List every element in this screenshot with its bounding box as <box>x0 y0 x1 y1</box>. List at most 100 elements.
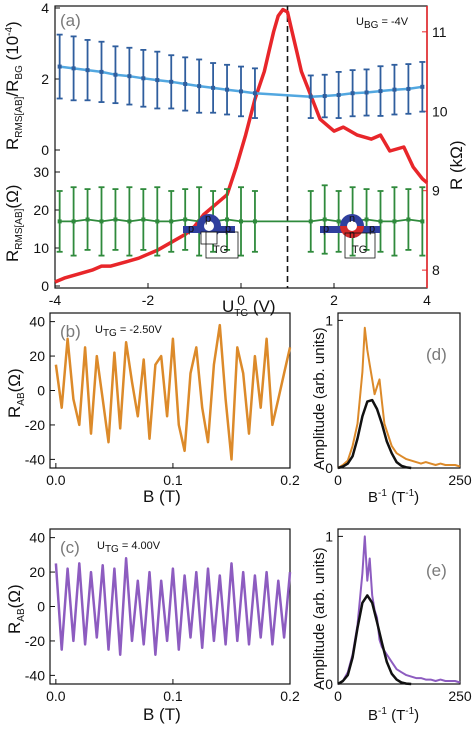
b-content-xtick-label-0: 0.0 <box>46 472 66 488</box>
a-green-point <box>322 217 327 222</box>
a-green-point <box>85 217 90 222</box>
c-content-ytick-label-0: 40 <box>29 530 45 546</box>
panel-a-upper-ylabel: RRMS[AB]/RBG (10-4) <box>3 21 25 150</box>
panel-a-tag: (a) <box>60 11 81 30</box>
b-content-ytick-label-1: 20 <box>29 348 45 364</box>
a-green-line <box>59 218 423 223</box>
panel-a-lower-ylabel: RRMS[AB](Ω) <box>3 185 25 262</box>
a-blue-point <box>197 84 202 89</box>
a-green-point <box>378 219 383 224</box>
a-blue-point <box>127 74 132 79</box>
a-lower-ytick-label-2: 20 <box>33 202 49 218</box>
a-blue-point <box>85 68 90 73</box>
panel-a-plot: -4 -2 0 2 4 0 2 4 0 10 20 30 8 9 10 11 <box>33 0 447 308</box>
a-blue-point <box>322 94 327 99</box>
a-blue-point <box>239 89 243 94</box>
b-content-ytick-label-0: 40 <box>29 314 45 330</box>
a-right-ytick-label-0: 8 <box>432 262 440 278</box>
c-content-xtick-label-2: 0.2 <box>280 688 300 704</box>
a-green-point <box>364 217 369 222</box>
c-content-xtick-label-0: 0.0 <box>46 688 66 704</box>
a-blue-point <box>141 76 146 81</box>
panel-e-frame <box>337 528 461 685</box>
panel-d: 0 250 0 1 (d) Amplitude (arb. units) B-1 (T… <box>311 312 472 506</box>
inset-pnp-gatebox <box>344 232 376 259</box>
inset-ppp-hole <box>204 221 214 231</box>
inset-pnp-label-tg: TG <box>352 244 367 256</box>
panel-b: 0.0 0.1 0.2 40 20 0 -20 -40 (b) UTG = -2.50V B … <box>5 312 300 506</box>
a-blue-point <box>183 81 188 86</box>
panel-c-annotation: UTG = 4.00V <box>97 540 161 555</box>
a-blue-point <box>308 94 313 99</box>
e-content-ytick-label-1: 1 <box>325 528 333 544</box>
a-green-point <box>127 219 132 224</box>
a-blue-point <box>252 91 257 96</box>
panel-b-xlabel: B (T) <box>143 487 181 506</box>
panel-d-tag: (d) <box>426 345 447 364</box>
d-content-fit-line <box>337 398 412 470</box>
panel-d-plot: 0 250 0 1 <box>325 312 472 488</box>
a-green-point <box>239 219 243 224</box>
panel-a-right-ylabel: R (kΩ) <box>447 140 466 190</box>
a-blue-point <box>225 87 230 92</box>
inset-ppp-label-left: p <box>188 223 194 235</box>
a-blue-point <box>57 64 62 69</box>
panel-c-xlabel: B (T) <box>143 705 181 724</box>
a-blue-point <box>155 78 160 83</box>
panel-a: -4 -2 0 2 4 0 2 4 0 10 20 30 8 9 10 11 (a) UBG = -4V RR… <box>3 0 466 319</box>
inset-ppp-label-tg: TG <box>213 244 228 256</box>
a-green-point <box>252 219 257 224</box>
a-green-point <box>336 219 341 224</box>
a-upper-ytick-label-1: 2 <box>41 71 49 87</box>
c-content-ytick-label-3: -20 <box>25 633 45 649</box>
a-blue-point <box>211 85 216 90</box>
a-blue-point <box>99 69 104 74</box>
b-content-signal-line <box>54 323 292 461</box>
a-green-point <box>113 217 118 222</box>
a-green-point <box>169 219 174 224</box>
inset-pnp-hole <box>347 221 357 231</box>
a-green-point <box>183 217 188 222</box>
panel-c-tag: (c) <box>60 538 80 557</box>
a-green-point <box>308 219 313 224</box>
inset-pnp-label-left: p <box>323 223 329 235</box>
panel-d-frame <box>337 312 461 469</box>
a-xtick-label-1: -2 <box>142 292 155 308</box>
a-blue-point <box>113 72 118 77</box>
d-content-ytick-label-1: 1 <box>325 312 333 328</box>
panel-c-ylabel: RAB(Ω) <box>5 584 27 634</box>
a-blue-point <box>378 89 383 94</box>
a-xtick-label-0: -4 <box>49 292 62 308</box>
panel-c-plot: 0.0 0.1 0.2 40 20 0 -20 -40 <box>25 530 300 704</box>
panel-e-tag: (e) <box>426 561 447 580</box>
e-content-fit-line <box>337 594 412 686</box>
a-xtick-label-4: 4 <box>423 292 431 308</box>
b-content-xtick-label-1: 0.1 <box>163 472 183 488</box>
b-content-xtick-label-2: 0.2 <box>280 472 300 488</box>
panel-d-xlabel: B-1 (T-1) <box>368 488 419 506</box>
a-blue-point <box>420 84 425 89</box>
panel-b-ylabel: RAB(Ω) <box>5 368 27 418</box>
a-blue-point <box>336 92 341 97</box>
d-content-ytick-label-0: 0 <box>325 460 333 476</box>
a-green-point <box>155 219 160 224</box>
b-content-ytick-label-2: 0 <box>37 383 45 399</box>
a-green-point <box>141 217 146 222</box>
inset-ppp-label-right: p <box>225 223 231 235</box>
c-content-xtick-label-1: 0.1 <box>163 688 183 704</box>
inset-ppp: p p p TG <box>183 213 239 259</box>
panel-b-tag: (b) <box>60 322 81 341</box>
inset-ppp-label-top: p <box>205 213 211 225</box>
c-content-ytick-label-4: -40 <box>25 667 45 683</box>
a-upper-ytick-label-0: 0 <box>41 142 49 158</box>
a-blue-point <box>350 91 355 96</box>
c-content-ytick-label-2: 0 <box>37 599 45 615</box>
panel-e: 0 250 0 1 (e) Amplitude (arb. units) B-1 (T… <box>311 528 472 724</box>
a-blue-point <box>169 79 174 84</box>
e-content-xtick-label-0: 0 <box>334 688 342 704</box>
a-right-ytick-label-3: 11 <box>432 24 447 40</box>
d-content-xtick-label-1: 250 <box>448 472 472 488</box>
a-green-point <box>225 217 230 222</box>
inset-pnp-label-right: p <box>369 223 375 235</box>
